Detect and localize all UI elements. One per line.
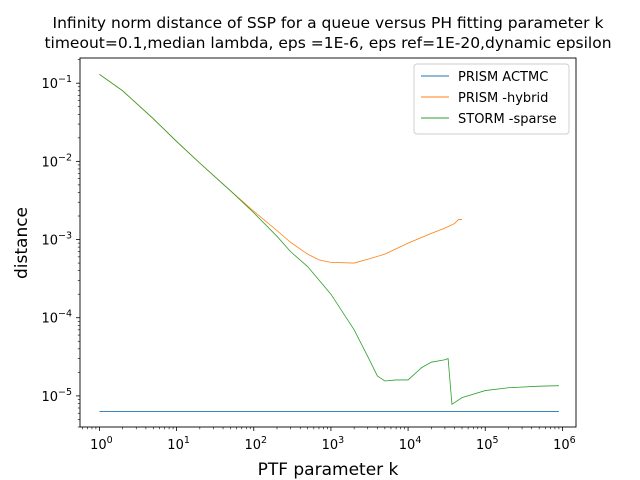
series-layer [99,73,559,412]
y-tick-label-1: 10−4 [41,309,72,327]
x-tick-label-4: 104 [399,435,422,453]
x-tick-label-3: 103 [322,435,345,453]
x-tick-label-2: 102 [244,435,267,453]
legend: PRISM ACTMC PRISM -hybrid STORM -sparse [413,63,570,135]
plot-frame [79,57,577,428]
legend-box [413,63,570,135]
x-tick-label-0: 100 [90,435,113,453]
y-tick-label-2: 10−3 [41,231,72,249]
series-line-2 [99,73,559,406]
x-tick-label-6: 106 [553,435,576,453]
tick-layer: 100 101 102 103 104 105 106 10−5 10−4 10−3 10−2 10−… [41,59,576,453]
y-tick-label-4: 10−1 [41,74,72,92]
chart-title-line-1: Infinity norm distance of SSP for a queu… [53,14,604,32]
legend-label-2: STORM -sparse [458,112,557,127]
x-axis-label: PTF parameter k [258,460,399,480]
series-line-1 [99,73,463,264]
y-axis-label: distance [12,207,32,279]
x-tick-label-5: 105 [476,435,499,453]
x-tick-label-1: 101 [167,435,190,453]
legend-label-0: PRISM ACTMC [458,70,548,85]
legend-label-1: PRISM -hybrid [458,91,548,106]
y-tick-label-0: 10−5 [41,387,72,405]
y-tick-label-3: 10−2 [41,152,72,170]
chart-title-line-2: timeout=0.1,median lambda, eps =1E-6, ep… [44,34,611,52]
